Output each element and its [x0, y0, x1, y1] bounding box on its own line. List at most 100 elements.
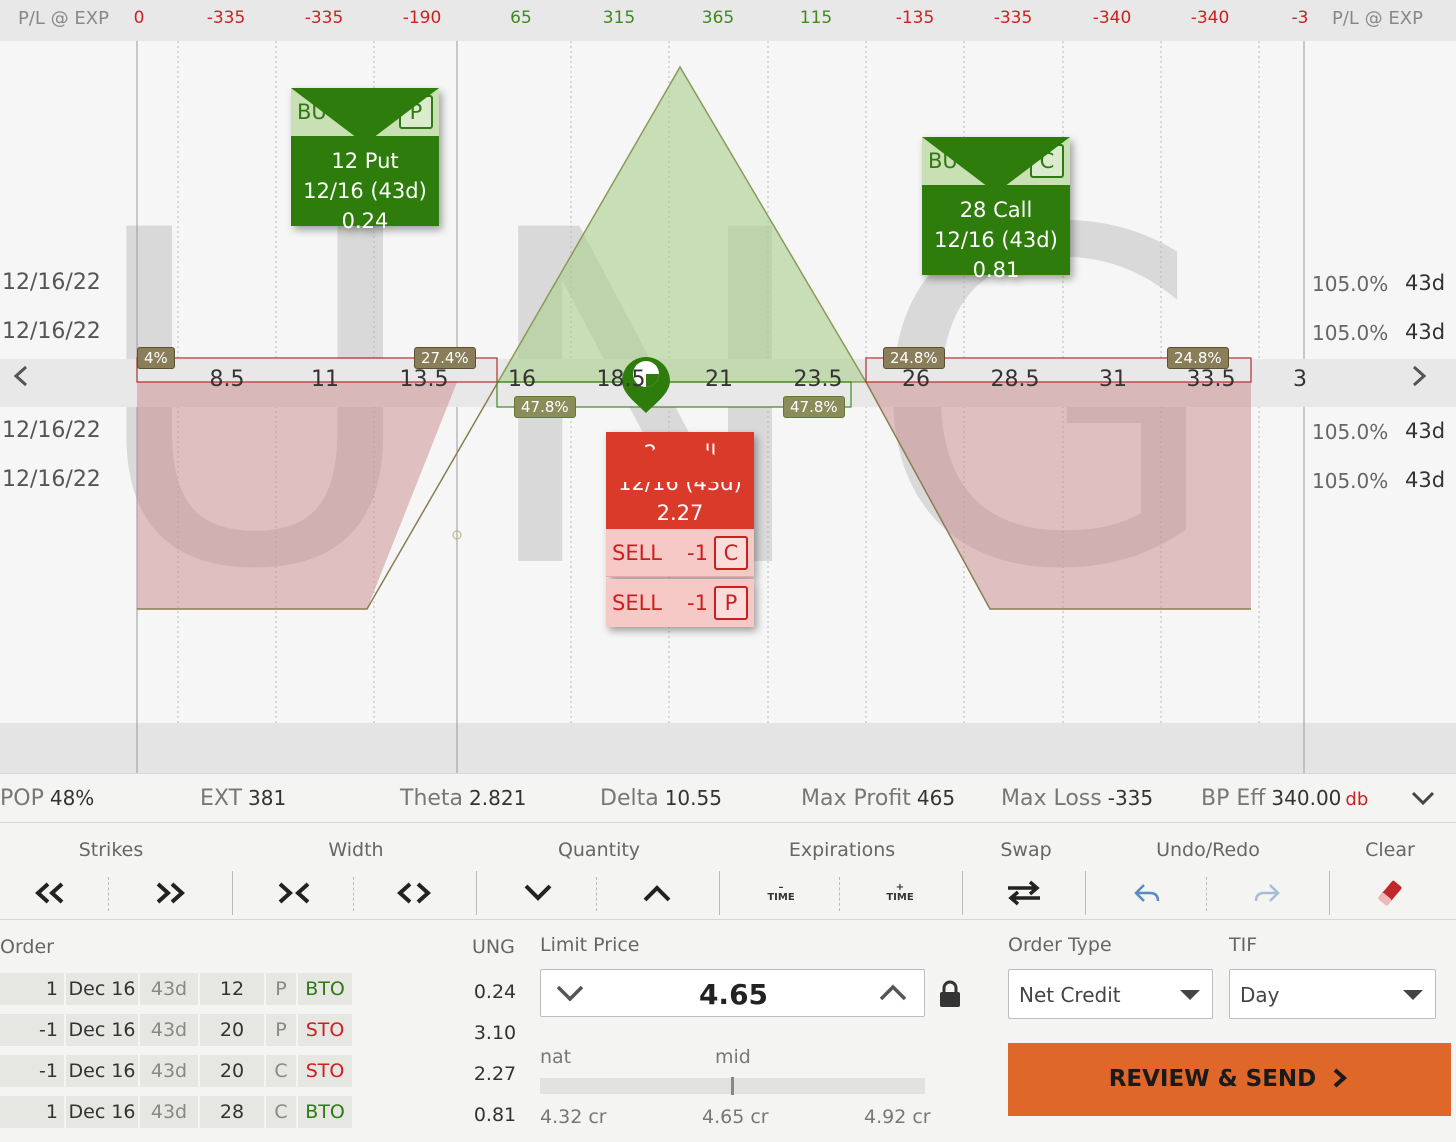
strike-label[interactable]: 16 — [508, 367, 536, 392]
stat-max-profit: Max Profit 465 — [801, 786, 956, 811]
pl-value: -340 — [1092, 8, 1132, 28]
leg-dte: 43d — [140, 1014, 198, 1046]
width-widen-button[interactable] — [384, 873, 444, 913]
option-expiration: 12/16 (43d) — [934, 228, 1058, 252]
underlying-price-pin-icon[interactable] — [622, 357, 670, 413]
leg-expiration: Dec 16 — [66, 1096, 138, 1128]
pl-value: 0 — [133, 8, 145, 28]
chevron-down-icon[interactable] — [1410, 788, 1436, 812]
strike-label[interactable]: 31 — [1099, 367, 1127, 392]
risk-graph[interactable]: UNG — [0, 41, 1456, 723]
undo-button[interactable] — [1117, 873, 1177, 913]
order-type-select[interactable]: Net Credit — [1008, 969, 1213, 1019]
review-button-label: REVIEW & SEND — [1108, 1066, 1317, 1092]
time-plus-button[interactable]: + TIME — [870, 873, 930, 913]
expiration-label: 12/16/22 — [2, 467, 101, 492]
time-minus-icon: – TIME — [767, 882, 795, 903]
leg-type: C — [266, 1055, 296, 1087]
leg-quantity[interactable]: -1 — [687, 591, 708, 615]
underlying-label: UNG — [472, 936, 515, 958]
stat-bp-effect: BP Eff 340.00 db — [1201, 786, 1369, 811]
divider — [839, 877, 840, 911]
price-decrement-chevron-down-icon[interactable] — [555, 978, 585, 1012]
swap-button[interactable] — [994, 873, 1054, 913]
option-price: 0.81 — [972, 258, 1020, 282]
put-type-toggle[interactable]: P — [714, 586, 748, 620]
tif-value: Day — [1240, 983, 1280, 1007]
expiration-label: 12/16/22 — [2, 270, 101, 295]
pl-value: -335 — [993, 8, 1033, 28]
strike-label[interactable]: 33.5 — [1186, 367, 1236, 392]
order-leg-row[interactable]: 1 Dec 16 43d 12 P BTO — [0, 973, 354, 1005]
iv-label: 105.0% — [1312, 321, 1389, 345]
dte-label: 43d — [1405, 320, 1446, 344]
collapse-icon — [278, 882, 310, 904]
order-label: Order — [0, 936, 54, 958]
tool-title-expirations: Expirations — [788, 839, 896, 861]
order-entry: Order UNG Limit Price Order Type TIF 1 D… — [0, 920, 1456, 1142]
price-increment-chevron-up-icon[interactable] — [878, 978, 908, 1012]
strike-label[interactable]: 18.5 — [596, 367, 646, 392]
clear-button[interactable] — [1360, 873, 1420, 913]
leg-quantity[interactable]: -1 — [687, 540, 708, 565]
strike-label[interactable]: 23.5 — [793, 367, 843, 392]
price-marker — [452, 530, 462, 540]
loss-area-right — [866, 382, 1251, 609]
trade-stats-bar: POP 48% EXT 381 Theta 2.821 Delta 10.55 Max … — [0, 773, 1456, 823]
stat-delta: Delta 10.55 — [600, 786, 722, 811]
time-minus-button[interactable]: – TIME — [751, 873, 811, 913]
strikes-down-button[interactable] — [20, 873, 80, 913]
leg-expiration: Dec 16 — [66, 973, 138, 1005]
option-card-sell[interactable]: 20 Call 12/16 (43d) 2.27 SELL -1 C SELL … — [606, 432, 754, 627]
strike-label[interactable]: 26 — [902, 367, 930, 392]
quantity-up-button[interactable] — [627, 873, 687, 913]
leg-strike: 12 — [200, 973, 264, 1005]
strike-label[interactable]: 11 — [311, 367, 339, 392]
divider — [1329, 871, 1330, 915]
redo-button[interactable] — [1237, 873, 1297, 913]
option-card-buy-call[interactable]: BUY 1 C 28 Call 12/16 (43d) 0.81 — [922, 137, 1070, 282]
tool-title-clear: Clear — [1365, 839, 1415, 861]
tif-select[interactable]: Day — [1229, 969, 1436, 1019]
option-card-buy-put[interactable]: BUY 1 P 12 Put 12/16 (43d) 0.24 — [291, 88, 439, 233]
dte-label: 43d — [1405, 271, 1446, 295]
caret-down-icon — [1403, 990, 1423, 1000]
limit-price-value[interactable]: 4.65 — [698, 978, 769, 1011]
leg-expiration: Dec 16 — [66, 1014, 138, 1046]
leg-action: BTO — [298, 1096, 352, 1128]
divider — [108, 877, 109, 911]
strikes-up-button[interactable] — [140, 873, 200, 913]
divider — [232, 871, 233, 915]
strike-label[interactable]: 3 — [1293, 367, 1307, 392]
probability-badge: 24.8% — [1167, 347, 1229, 369]
prob-box-left — [136, 357, 498, 383]
strike-label[interactable]: 21 — [705, 367, 733, 392]
card-body: 12 Put 12/16 (43d) 0.24 — [291, 136, 439, 233]
loss-area-left — [137, 382, 457, 609]
quantity-down-button[interactable] — [508, 873, 568, 913]
iv-label: 105.0% — [1312, 420, 1389, 444]
order-leg-row[interactable]: 1 Dec 16 43d 28 C BTO — [0, 1096, 354, 1128]
price-slider-thumb[interactable] — [731, 1077, 734, 1095]
option-strike: 28 Call — [959, 198, 1033, 222]
order-leg-row[interactable]: -1 Dec 16 43d 20 P STO — [0, 1014, 354, 1046]
width-narrow-button[interactable] — [264, 873, 324, 913]
pl-value: 315 — [602, 8, 636, 28]
leg-quantity: 1 — [0, 973, 64, 1005]
leg-type: C — [266, 1096, 296, 1128]
probability-badge: 4% — [137, 347, 175, 369]
call-type-toggle[interactable]: C — [714, 535, 748, 570]
expand-icon — [397, 882, 431, 904]
divider — [1206, 877, 1207, 911]
lock-icon[interactable] — [938, 980, 962, 1012]
order-leg-row[interactable]: -1 Dec 16 43d 20 C STO — [0, 1055, 354, 1087]
leg-strike: 20 — [200, 1055, 264, 1087]
review-and-send-button[interactable]: REVIEW & SEND — [1008, 1043, 1451, 1116]
strike-label[interactable]: 13.5 — [399, 367, 449, 392]
strike-label[interactable]: 8.5 — [209, 367, 245, 392]
leg-price: 0.24 — [473, 981, 517, 1003]
stat-pop: POP 48% — [0, 786, 95, 811]
swap-icon — [1008, 880, 1040, 906]
strike-label[interactable]: 28.5 — [990, 367, 1040, 392]
limit-price-input[interactable]: 4.65 — [540, 969, 925, 1017]
